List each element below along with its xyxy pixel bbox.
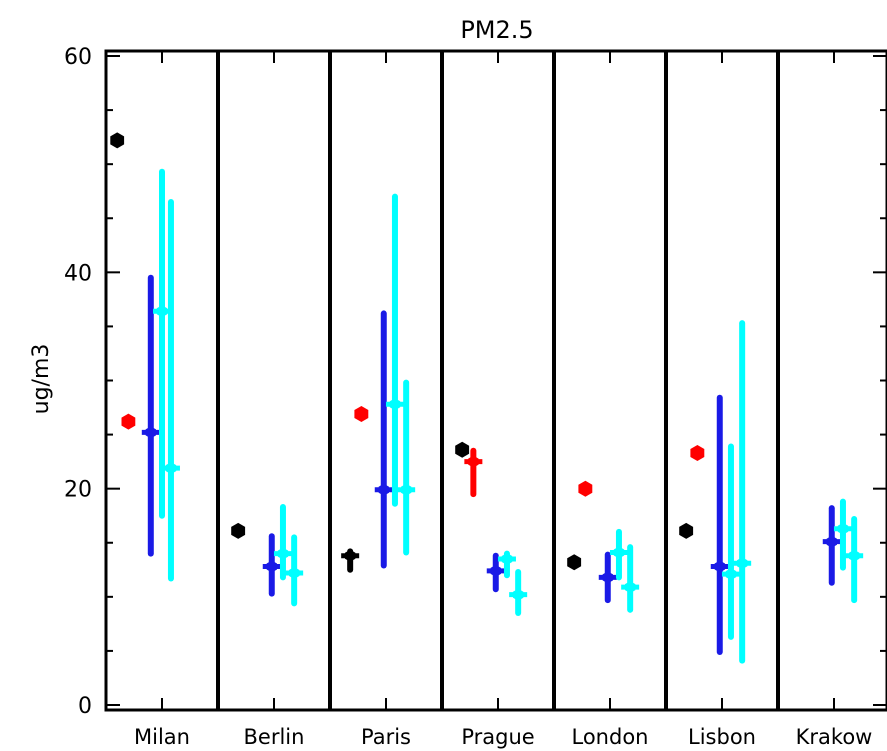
data-point-cyan	[837, 522, 849, 535]
data-point-cyan	[613, 546, 625, 559]
x-tick-label: Krakow	[796, 725, 873, 749]
data-point-cyan	[737, 557, 748, 570]
y-tick-label: 40	[64, 261, 92, 286]
city-separators	[216, 51, 780, 710]
data-point-red	[121, 413, 136, 430]
data-point-cyan	[277, 547, 289, 560]
axis-ticks	[106, 51, 887, 710]
data-point-black	[345, 549, 356, 562]
data-point-red	[354, 406, 369, 422]
x-tick-labels: Milan Berlin Paris Prague London Lisbon Krakow	[134, 725, 872, 749]
y-tick-label: 0	[78, 694, 92, 719]
data-point-cyan	[156, 305, 168, 318]
data-point-blue	[826, 535, 837, 548]
y-tick-label: 60	[64, 45, 92, 70]
data-point-black	[110, 132, 125, 149]
x-tick-label: Lisbon	[688, 725, 756, 749]
plot-frame	[104, 49, 887, 712]
data-point-red	[690, 445, 705, 461]
data-point-black	[455, 441, 470, 458]
data-point-black	[679, 522, 694, 539]
y-axis-label: ug/m3	[29, 344, 54, 415]
x-tick-label: Prague	[461, 725, 534, 749]
chart-title: PM2.5	[460, 16, 533, 44]
data-point-black	[231, 522, 246, 539]
data-point-blue	[714, 560, 725, 573]
y-tick-label: 20	[64, 478, 92, 503]
data-point-blue	[378, 483, 389, 496]
data-point-cyan	[401, 483, 412, 496]
data-point-blue	[266, 560, 277, 573]
data-point-cyan	[165, 462, 177, 475]
data-point-blue	[145, 426, 156, 439]
data-point-cyan	[289, 567, 300, 579]
data-point-red	[468, 455, 479, 468]
data-point-black	[567, 554, 582, 571]
data-point-red	[578, 480, 593, 497]
x-tick-label: Berlin	[244, 725, 305, 749]
x-tick-label: Milan	[134, 725, 190, 749]
data-point-blue	[602, 571, 613, 584]
data-point-cyan	[725, 568, 737, 581]
data-point-cyan	[849, 549, 860, 562]
data-point-cyan	[501, 553, 513, 565]
x-tick-label: Paris	[361, 725, 411, 749]
y-tick-labels: 0 20 40 60	[64, 45, 92, 719]
data-point-cyan	[625, 581, 636, 594]
x-tick-label: London	[572, 725, 649, 749]
data-point-cyan	[513, 588, 524, 601]
data-point-cyan	[389, 398, 401, 411]
data-marks	[110, 132, 864, 664]
data-point-blue	[490, 564, 501, 577]
